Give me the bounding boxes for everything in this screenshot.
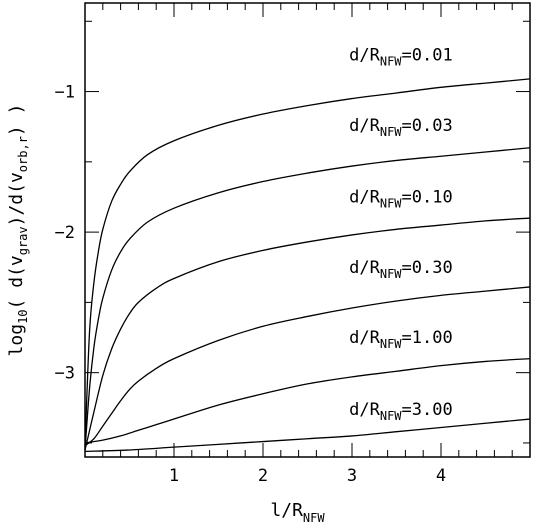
y-tick-label: −2 xyxy=(55,223,75,243)
x-axis-label-main: l/R xyxy=(270,500,303,521)
series-label-prefix: d/R xyxy=(349,188,380,208)
series-label-2: d/RNFW=0.10 xyxy=(349,188,453,211)
series-line-5 xyxy=(84,418,531,453)
series-label-sub: NFW xyxy=(380,337,402,351)
x-tick-label: 3 xyxy=(347,466,357,486)
series-label-sub: NFW xyxy=(380,267,402,281)
y-axis-label-sub: orb,r xyxy=(16,136,30,172)
series-line-3 xyxy=(84,286,531,447)
series-label-0: d/RNFW=0.01 xyxy=(349,46,453,69)
series-label-4: d/RNFW=1.00 xyxy=(349,328,453,351)
series-label-prefix: d/R xyxy=(349,116,380,136)
series-label-prefix: d/R xyxy=(349,328,380,348)
x-axis-label-sub: NFW xyxy=(303,511,325,525)
series-label-sub: NFW xyxy=(380,55,402,69)
series-label-value: =1.00 xyxy=(402,328,453,348)
series-line-4 xyxy=(84,357,531,444)
series-label-value: =0.10 xyxy=(402,188,453,208)
y-axis-label-part: ) ) xyxy=(6,104,27,137)
x-axis-label: l/RNFW xyxy=(270,500,325,525)
series-label-3: d/RNFW=0.30 xyxy=(349,258,453,281)
y-axis-label-part: log xyxy=(6,324,27,357)
y-axis-label-sub: grav xyxy=(16,226,30,255)
series-label-1: d/RNFW=0.03 xyxy=(349,116,453,139)
y-axis-label: log10( d(vgrav)/d(vorb,r) ) xyxy=(6,104,30,357)
series-line-2 xyxy=(84,217,531,451)
series-label-prefix: d/R xyxy=(349,46,380,66)
y-axis-label-part: )/d(v xyxy=(6,172,27,226)
series-line-0 xyxy=(84,78,531,448)
y-tick-label: −1 xyxy=(55,83,75,103)
series-label-prefix: d/R xyxy=(349,400,380,420)
x-tick-label: 4 xyxy=(436,466,446,486)
series-labels-layer: d/RNFW=0.01d/RNFW=0.03d/RNFW=0.10d/RNFW=… xyxy=(349,46,453,423)
series-label-value: =0.03 xyxy=(402,116,453,136)
ticks-layer xyxy=(85,3,530,457)
series-label-sub: NFW xyxy=(380,409,402,423)
y-axis-label-part: ( d(v xyxy=(6,255,27,309)
series-label-sub: NFW xyxy=(380,197,402,211)
plot-frame xyxy=(84,2,531,458)
series-label-value: =0.01 xyxy=(402,46,453,66)
series-line-1 xyxy=(84,147,531,451)
y-axis-label-sub: 10 xyxy=(16,309,30,323)
series-label-5: d/RNFW=3.00 xyxy=(349,400,453,423)
y-tick-label: −3 xyxy=(55,364,75,384)
series-label-sub: NFW xyxy=(380,125,402,139)
x-tick-label: 1 xyxy=(169,466,179,486)
series-label-prefix: d/R xyxy=(349,258,380,278)
tick-labels-layer: 1 2 3 4 −1 −2 −3 xyxy=(55,83,447,486)
x-tick-label: 2 xyxy=(258,466,268,486)
series-label-value: =0.30 xyxy=(402,258,453,278)
curves-layer xyxy=(84,78,531,453)
series-label-value: =3.00 xyxy=(402,400,453,420)
